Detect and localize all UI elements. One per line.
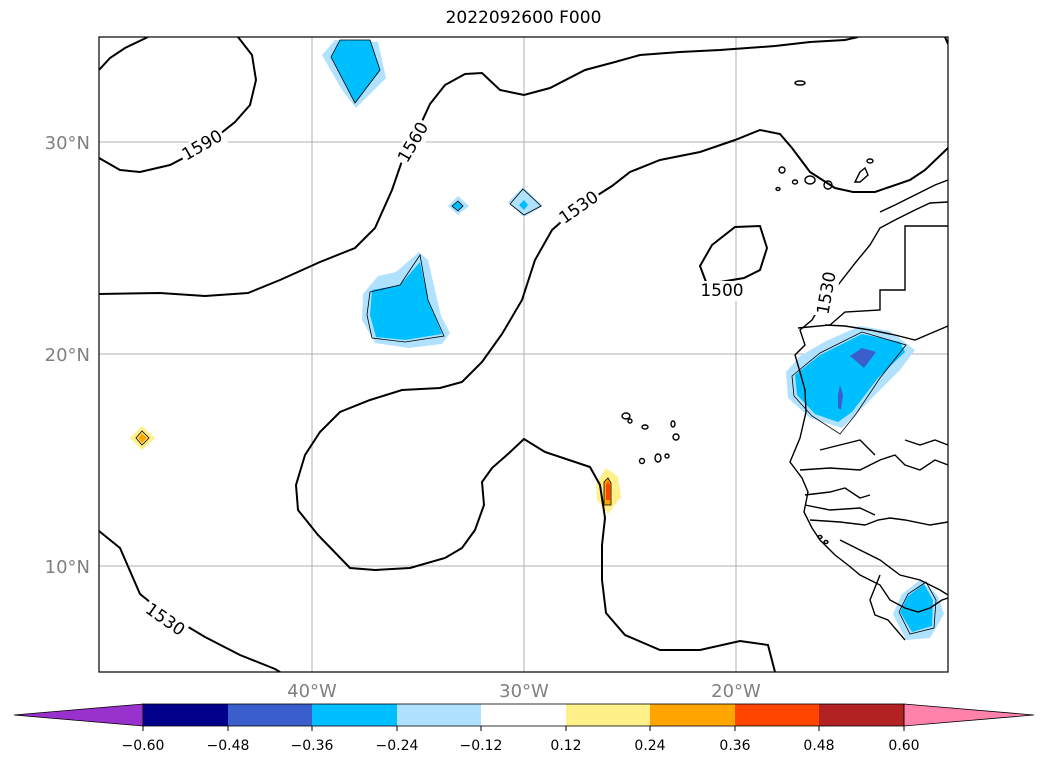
colorbar-segment (143, 704, 228, 726)
colorbar-tick-label: −0.36 (291, 738, 334, 754)
contour-label-background (698, 281, 746, 301)
colorbar-tick-label: 0.60 (888, 738, 919, 754)
colorbar-segment (312, 704, 397, 726)
colorbar-extend-high (903, 703, 1035, 727)
map-title: 2022092600 F000 (445, 8, 602, 28)
colorbar-tick-label: −0.60 (122, 738, 165, 754)
colorbar-segment (735, 704, 819, 726)
colorbar-tick-label: 0.48 (803, 738, 834, 754)
contour-label-1500: 1500 (700, 281, 743, 301)
gridlines (99, 37, 948, 672)
colorbar-tick-label: 0.36 (719, 738, 750, 754)
colorbar: −0.60 −0.48 −0.36 −0.24 −0.12 0.12 0.24 … (13, 703, 1035, 754)
lon-label-30w: 30°W (499, 681, 549, 702)
patch-outlines (135, 39, 937, 635)
contour-label-background (177, 125, 228, 167)
lat-label-30n: 30°N (45, 133, 90, 154)
lon-label-40w: 40°W (287, 681, 337, 702)
colorbar-segment (397, 704, 481, 726)
filled-patches (130, 40, 944, 640)
colorbar-tick-label: 0.12 (550, 738, 581, 754)
colorbar-extend-low (13, 703, 144, 727)
colorbar-tick-label: 0.24 (634, 738, 665, 754)
contour-label-background (813, 268, 842, 319)
colorbar-segment (819, 704, 904, 726)
colorbar-segment (481, 704, 566, 726)
map-frame (98, 36, 949, 673)
contour-label-background (393, 117, 435, 168)
coastlines (621, 80, 948, 641)
colorbar-tick-label: −0.24 (376, 738, 419, 754)
colorbar-tick-label: −0.48 (207, 738, 250, 754)
colorbar-tick-label: −0.12 (460, 738, 503, 754)
lat-label-20n: 20°N (45, 345, 90, 366)
contour-label-background (554, 186, 605, 230)
colorbar-segment (228, 704, 312, 726)
lon-label-20w: 20°W (711, 681, 761, 702)
lat-label-10n: 10°N (45, 557, 90, 578)
colorbar-segment (650, 704, 735, 726)
colorbar-segment (566, 704, 650, 726)
contour-label-background (139, 598, 190, 642)
